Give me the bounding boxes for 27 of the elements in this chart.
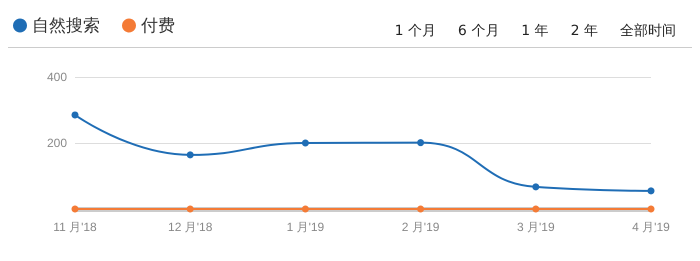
legend-label: 自然搜索 xyxy=(32,16,100,35)
y-tick-label: 200 xyxy=(46,136,68,150)
point xyxy=(302,206,309,212)
x-tick-label: 1 月'19 xyxy=(286,220,325,234)
text: 6 个月 xyxy=(458,22,500,40)
x-tick-label: 12 月'18 xyxy=(168,220,213,234)
point xyxy=(417,139,424,146)
y-tick-label: 400 xyxy=(46,70,68,84)
point xyxy=(302,140,309,146)
text: 2 年 xyxy=(570,22,598,40)
point xyxy=(648,206,654,212)
x-tick-label: 2 月'19 xyxy=(402,220,440,234)
point xyxy=(532,206,540,212)
text: 1 个月 xyxy=(394,22,436,40)
point xyxy=(72,206,78,212)
x-tick-label: 4 月'19 xyxy=(632,220,670,234)
point xyxy=(186,151,194,158)
text: 全部时间 xyxy=(620,22,676,40)
text: 1 年 xyxy=(521,22,549,40)
legend-label: 付费 xyxy=(140,16,175,35)
point xyxy=(648,187,654,194)
point xyxy=(417,206,424,212)
x-tick-label: 3 月'19 xyxy=(516,220,555,234)
point xyxy=(532,183,540,190)
point xyxy=(186,206,194,212)
x-tick-label: 11 月'18 xyxy=(53,220,98,234)
point xyxy=(72,111,78,118)
